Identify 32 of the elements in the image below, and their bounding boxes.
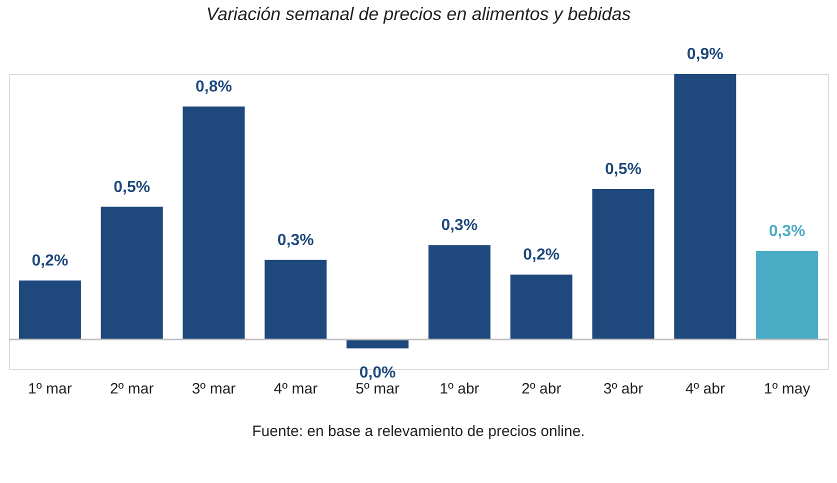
bar: [264, 260, 327, 340]
data-label: 0,2%: [523, 246, 560, 264]
x-tick-label: 1º abr: [440, 380, 480, 398]
source-note: Fuente: en base a relevamiento de precios online.: [252, 423, 585, 440]
data-label: 0,3%: [277, 232, 314, 249]
bar: [510, 274, 572, 340]
data-label: 0,3%: [441, 217, 478, 234]
bar: [756, 251, 818, 340]
data-label: 0,5%: [605, 161, 642, 178]
data-label: 0,9%: [686, 46, 724, 63]
x-tick-label: 4º mar: [274, 380, 318, 398]
x-tick-label: 2º mar: [110, 380, 154, 398]
data-label: 0,3%: [768, 223, 806, 240]
bar: [18, 280, 81, 340]
bar: [182, 106, 245, 340]
bar: [592, 189, 654, 340]
data-label: 0,0%: [359, 364, 396, 382]
x-tick-label: 1º may: [764, 380, 811, 398]
x-tick-label: 2º abr: [522, 380, 562, 398]
bar: [100, 206, 163, 340]
bar: [674, 74, 736, 340]
data-label: 0,8%: [196, 78, 232, 96]
bar: [346, 340, 409, 348]
bar: [428, 245, 490, 340]
x-tick-label: 1º mar: [28, 380, 72, 398]
x-tick-label: 5º mar: [356, 380, 400, 398]
x-tick-label: 4º abr: [685, 380, 725, 398]
data-label: 0,2%: [32, 252, 68, 270]
x-tick-label: 3º mar: [192, 380, 236, 398]
x-tick-label: 3º abr: [603, 380, 644, 398]
chart-title: Variación semanal de precios en alimentos y bebidas: [206, 4, 631, 24]
data-label: 0,5%: [114, 178, 150, 196]
